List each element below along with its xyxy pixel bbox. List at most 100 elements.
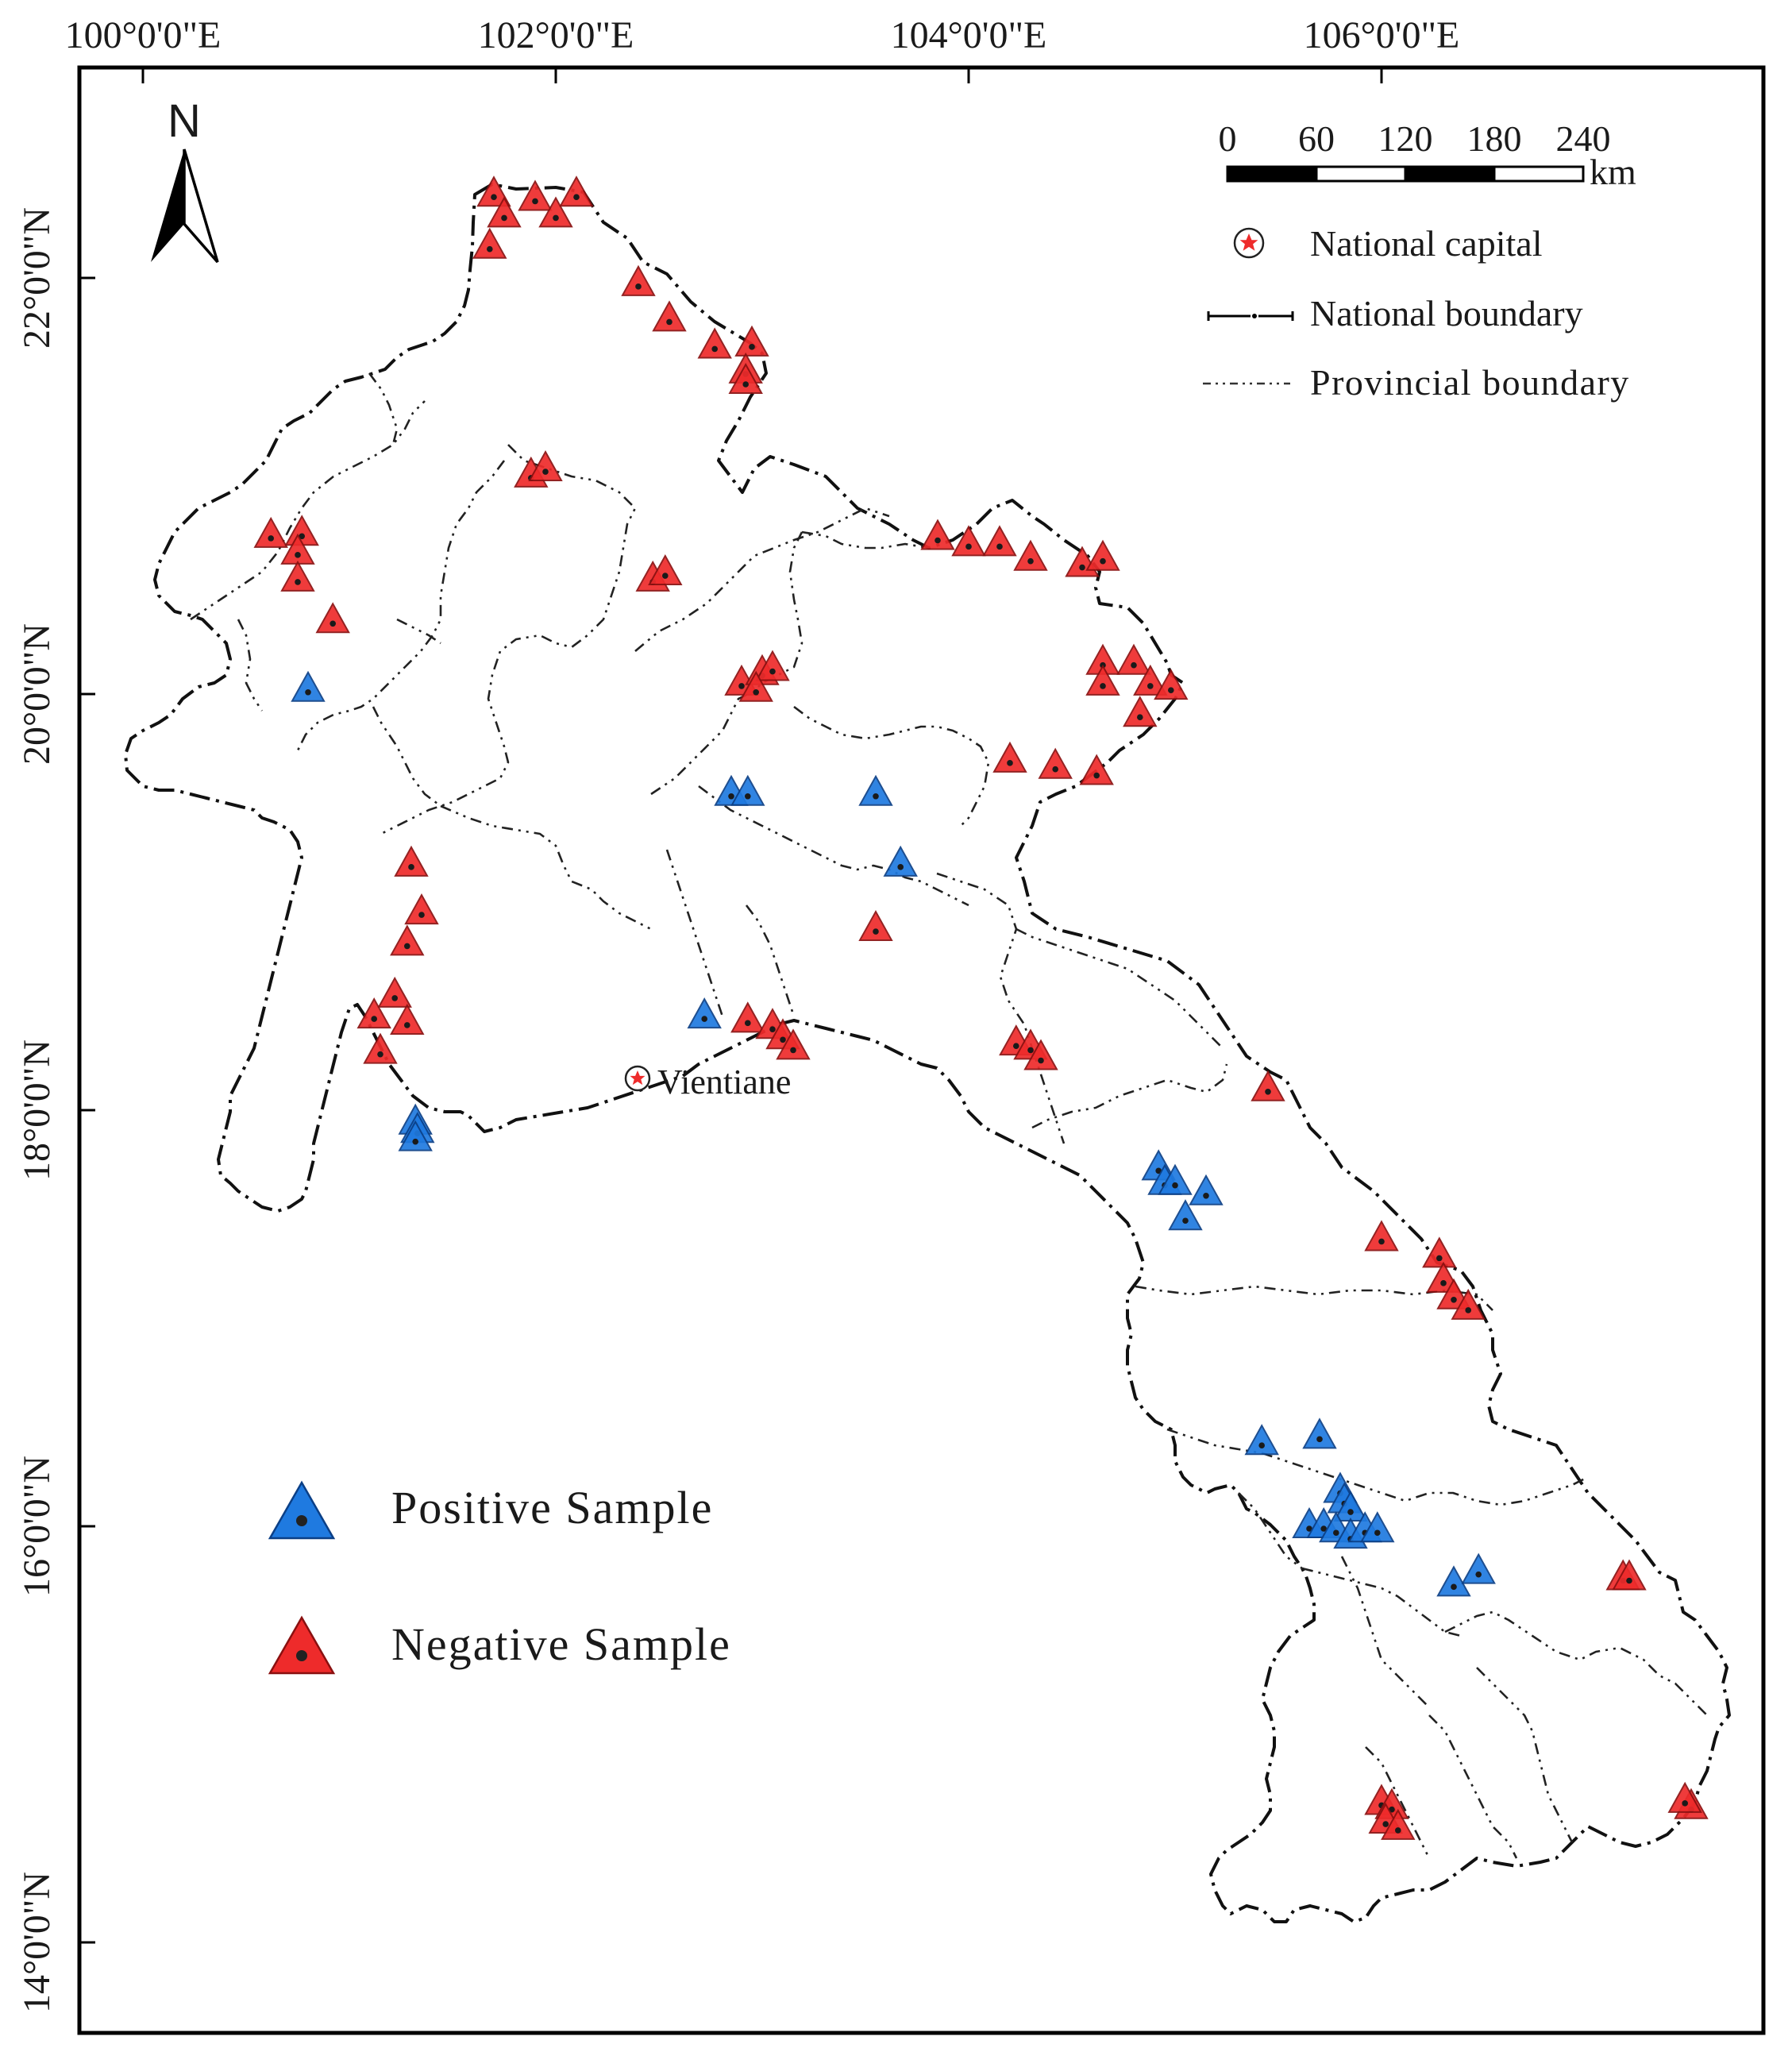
negative-sample-marker bbox=[621, 264, 656, 296]
north-arrow: N bbox=[151, 95, 219, 264]
latitude-labels: 22°0'0"N 20°0'0"N 18°0'0"N 16°0'0"N 14°0'0"N bbox=[16, 207, 58, 2013]
positive-sample-marker bbox=[1168, 1199, 1203, 1231]
negative-sample-marker bbox=[1116, 643, 1151, 675]
negative-sample-marker bbox=[1085, 539, 1120, 571]
negative-sample-marker bbox=[356, 997, 391, 1029]
positive-sample-marker bbox=[883, 845, 918, 877]
positive-sample-marker bbox=[1436, 1565, 1471, 1597]
legend-top: National capital National boundary Provi… bbox=[1203, 223, 1630, 403]
negative-sample-marker bbox=[390, 1003, 425, 1035]
scale-bar: 0 60 120 180 240 km bbox=[1219, 118, 1637, 192]
negative-sample-marker bbox=[1451, 1288, 1486, 1320]
longitude-label: 104°0'0"E bbox=[891, 14, 1047, 56]
negative-sample-marker bbox=[404, 893, 439, 925]
negative-sample-marker bbox=[284, 515, 319, 546]
legend-negative-icon bbox=[268, 1615, 336, 1675]
positive-sample-marker bbox=[1360, 1511, 1395, 1543]
negative-sample-marker bbox=[476, 175, 511, 207]
legend-capital-label: National capital bbox=[1310, 223, 1543, 264]
negative-sample-marker bbox=[648, 553, 683, 586]
negative-sample-marker bbox=[1422, 1236, 1457, 1268]
negative-sample-marker bbox=[1079, 754, 1114, 785]
provincial-boundaries bbox=[190, 372, 1708, 1859]
positive-sample-marker bbox=[687, 997, 722, 1029]
negative-sample-marker bbox=[1013, 539, 1048, 571]
negative-sample-marker bbox=[1612, 1559, 1647, 1591]
legend-national-boundary-icon bbox=[1207, 311, 1294, 321]
positive-sample-marker bbox=[730, 774, 765, 806]
scale-tick-label: 120 bbox=[1378, 118, 1433, 159]
north-arrow-label: N bbox=[168, 95, 201, 147]
negative-sample-marker bbox=[538, 196, 573, 228]
negative-sample-marker bbox=[518, 179, 553, 211]
positive-sample-marker bbox=[1302, 1417, 1337, 1449]
scale-tick-label: 0 bbox=[1219, 118, 1237, 159]
negative-sample-marker bbox=[734, 325, 769, 357]
negative-sample-marker bbox=[559, 175, 594, 207]
negative-sample-marker bbox=[315, 602, 350, 634]
negative-sample-marker bbox=[1154, 669, 1189, 700]
scale-tick-label: 60 bbox=[1298, 118, 1335, 159]
negative-sample-marker bbox=[1381, 1808, 1416, 1840]
negative-sample-marker bbox=[280, 560, 315, 592]
latitude-label: 14°0'0"N bbox=[16, 1872, 58, 2013]
negative-sample-marker bbox=[1667, 1781, 1702, 1813]
negative-sample-marker bbox=[472, 227, 507, 259]
negative-sample-marker bbox=[390, 924, 425, 956]
negative-sample-marker bbox=[487, 196, 522, 228]
negative-sample-marker bbox=[738, 670, 773, 702]
legend-samples: Positive Sample Negative Sample bbox=[268, 1480, 731, 1675]
negative-sample-marker bbox=[951, 525, 986, 557]
negative-sample-marker bbox=[697, 327, 732, 359]
longitude-label: 106°0'0"E bbox=[1304, 14, 1460, 56]
negative-sample-marker bbox=[730, 1001, 765, 1033]
positive-sample-marker bbox=[858, 774, 893, 806]
positive-sample-marker bbox=[1189, 1174, 1224, 1205]
legend-capital-icon bbox=[1233, 227, 1265, 259]
scale-unit: km bbox=[1590, 152, 1636, 192]
legend-positive-icon bbox=[268, 1480, 336, 1540]
longitude-label: 100°0'0"E bbox=[65, 14, 222, 56]
legend-national-boundary-label: National boundary bbox=[1310, 293, 1583, 334]
negative-sample-marker bbox=[652, 300, 687, 332]
negative-sample-marker bbox=[1038, 747, 1073, 779]
graticule-ticks bbox=[79, 67, 1383, 1944]
longitude-labels: 100°0'0"E 102°0'0"E 104°0'0"E 106°0'0"E bbox=[65, 14, 1460, 56]
positive-sample-marker bbox=[1461, 1552, 1496, 1584]
scale-tick-label: 180 bbox=[1467, 118, 1522, 159]
negative-sample-marker bbox=[755, 650, 790, 681]
negative-sample-marker bbox=[728, 362, 763, 394]
negative-sample-marker bbox=[253, 516, 288, 548]
latitude-label: 18°0'0"N bbox=[16, 1039, 58, 1181]
latitude-label: 16°0'0"N bbox=[16, 1456, 58, 1597]
negative-sample-marker bbox=[394, 845, 429, 877]
scale-tick-label: 240 bbox=[1556, 118, 1611, 159]
legend-provincial-boundary-label: Provincial boundary bbox=[1310, 362, 1630, 403]
longitude-label: 102°0'0"E bbox=[478, 14, 634, 56]
legend-negative-label: Negative Sample bbox=[391, 1618, 731, 1670]
negative-sample-marker bbox=[920, 519, 955, 550]
capital-label: Vientiane bbox=[657, 1063, 791, 1101]
negative-sample-marker bbox=[982, 525, 1017, 557]
negative-sample-marker bbox=[1123, 696, 1158, 727]
negative-sample-marker bbox=[1085, 664, 1120, 696]
negative-sample-marker bbox=[377, 976, 412, 1008]
positive-sample-marker bbox=[1158, 1163, 1193, 1195]
positive-sample-marker bbox=[291, 670, 326, 702]
negative-sample-marker bbox=[1364, 1220, 1399, 1252]
negative-sample-marker bbox=[858, 910, 893, 942]
negative-sample-marker bbox=[363, 1032, 398, 1064]
capital-marker bbox=[624, 1065, 651, 1092]
positive-sample-marker bbox=[398, 1120, 433, 1151]
negative-sample-marker bbox=[528, 449, 563, 482]
capital-star-icon bbox=[630, 1070, 646, 1086]
negative-sample-marker bbox=[992, 741, 1027, 773]
negative-sample-marker bbox=[1251, 1070, 1285, 1101]
legend-positive-label: Positive Sample bbox=[391, 1482, 713, 1533]
north-arrow-icon bbox=[151, 149, 184, 262]
negative-sample-marker bbox=[1133, 664, 1168, 696]
positive-sample-marker bbox=[1244, 1424, 1279, 1456]
latitude-label: 20°0'0"N bbox=[16, 623, 58, 765]
national-boundary bbox=[124, 183, 1731, 1923]
